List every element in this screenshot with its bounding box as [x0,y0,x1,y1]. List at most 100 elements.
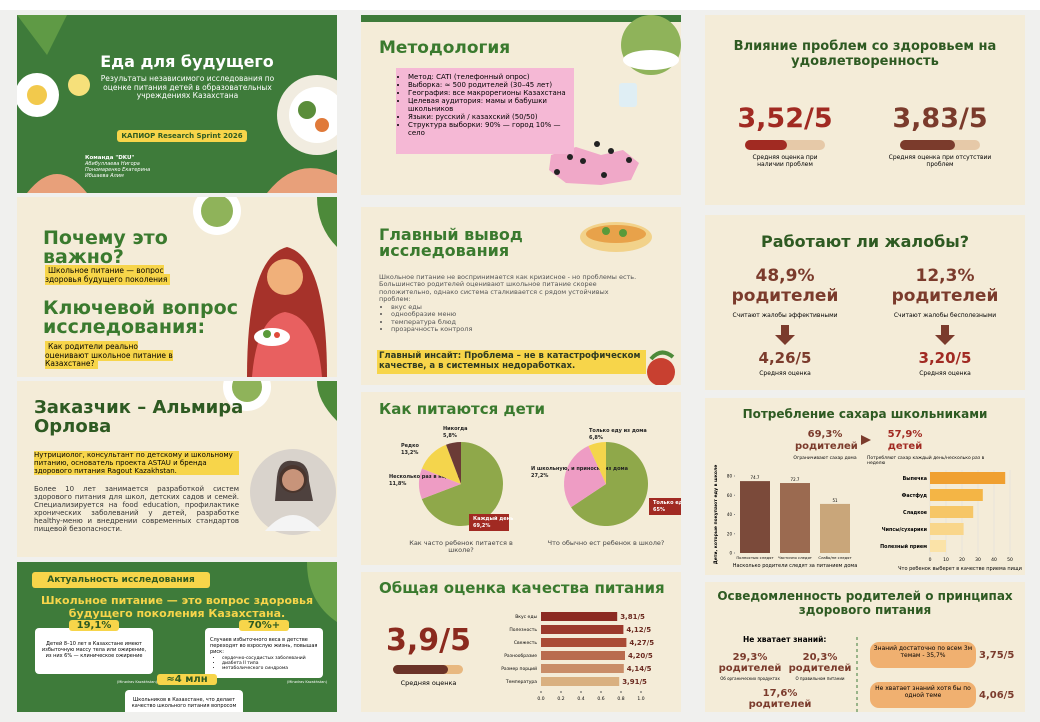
slice-label: Несколько раз в неделю [389,474,461,480]
bar-chart: Вкус еды 3,81/5 Полезность 4,12/5 Свежесть 4,… [393,612,654,702]
stat-list: сердечно-сосудистых заболеванийдиабета I… [210,656,306,672]
source: (Minzdrav Kazakhstan) [287,680,327,684]
list-item: диабета II типа [222,661,306,666]
stat-caption: Потребляют сахар каждый день/несколько р… [867,456,985,467]
bar [541,664,624,673]
slide-title: Еда для будущего Результаты независимого… [17,15,337,193]
slice-label: Никогда [443,426,468,432]
box-score: 4,06/5 [979,690,1015,701]
x-tick-label: 40 [991,557,997,563]
bar-label: Выпечка [903,476,927,482]
stat-value: 19,1% [69,620,119,631]
overall-caption: Средняя оценка [400,679,457,687]
item: Метод: CATI (телефонный опрос) [408,73,574,81]
bar-label: Полезный прием [880,543,927,550]
bar-value: 51 [832,498,838,503]
stat-who: родителей [788,663,852,674]
text: Школьное питание не воспринимается как к… [379,273,637,304]
arrow [861,435,871,445]
tick-label: 0.4 [577,696,584,702]
bar [930,506,974,518]
x-tick-label: 0 [929,557,932,563]
bar-label: Свежесть [514,640,537,646]
stat-caption: О правильном питании [795,676,845,681]
slice-value: 5,8% [443,433,457,439]
stat-text: Случаев избыточного веса в детстве перех… [210,637,318,655]
bar [541,612,618,621]
y-tick-label: 40 [727,512,733,517]
pie-slice [419,468,461,499]
slice-value: 27,2% [531,473,548,479]
bar-value: 4,14/5 [627,665,652,673]
tick-label: 0.2 [557,696,564,702]
decor [856,637,858,712]
stat-caption: Об органических продуктах [720,676,780,681]
text: Школьное питание — вопрос здоровья будущ… [45,265,190,285]
bar-value: 74.7 [751,475,760,480]
question: Как родители реально оценивают школьное … [45,341,180,370]
slide-awareness: Осведомленность родителей о принципах зд… [705,582,1025,712]
share: 48,9% [755,266,815,286]
slice-label: Редко [401,443,419,449]
pie-slice [564,445,606,508]
items: Метод: CATI (телефонный опрос)Выборка: ≈… [396,73,574,137]
member: Абибуллаева Нигора [85,161,140,167]
bar [930,540,946,552]
x-axis-label: Насколько родители следят за питанием до… [733,563,858,569]
stat-who: родителей [795,441,858,452]
title: Главный вывод исследования [379,225,523,260]
x-tick-label: 50 [1007,557,1013,563]
stat-value: 70%+ [239,620,289,631]
y-axis-label: Дети, которые покупают еду в школе [713,465,719,565]
stat-who: родителей [748,699,812,710]
bar-label: Размер порций [501,665,537,672]
stat-card: Случаев избыточного веса в детстве перех… [205,628,323,678]
subtitle: Результаты независимого исследования по … [100,74,275,101]
slice-label: Каждый день [473,515,513,522]
slide-complaints: Работают ли жалобы? 48,9% родителей Счит… [705,215,1025,390]
bar-value: 3,91/5 [622,678,647,686]
stat-card: Детей 8–10 лет в Казахстане имеют избыто… [35,628,153,674]
slide-client: Заказчик – Альмира Орлова Нутрициолог, к… [17,381,337,557]
x-tick-label: Слабо/не следят [818,555,852,560]
item: вкус еды [391,303,472,311]
bar [740,481,770,553]
question: Как часто ребенок питается в школе? [409,539,513,555]
bar-value: 4,12/5 [626,626,651,634]
items: вкус едыоднообразие менютемпература блюд… [379,303,472,334]
list-item: метаболического синдрома [222,666,306,671]
pie-slice [421,442,503,526]
source: (Minzdrav Kazakhstan) [117,680,157,684]
box: Метод: CATI (телефонный опрос)Выборка: ≈… [396,68,574,154]
bar-label: Чипсы/сухарики [882,527,927,533]
bar-label: Полезность [509,627,537,633]
item: Целевая аудитория: мамы и бабушки школьн… [408,97,574,113]
question-title: Ключевой вопрос исследования: [43,297,238,338]
slice-label: Только еду из дома [589,428,647,434]
insight: Главный инсайт: Проблема – не в катастро… [377,350,646,374]
bar-value: 4,20/5 [628,652,653,660]
decor [745,140,980,150]
bar [930,472,1006,484]
title: Осведомленность родителей о принципах зд… [717,589,1013,617]
tick-label: 0.6 [597,696,604,702]
bar [820,503,850,553]
decor [223,381,337,535]
slide-relevance: Актуальность исследования Школьное питан… [17,562,337,712]
who: родителей [731,286,839,306]
bar [930,489,983,501]
title: Работают ли жалобы? [760,232,969,251]
item: температура блюд [391,318,472,326]
slice-label: И школьную, и приносит из дома [531,466,628,472]
bar-value: 4,27/5 [629,639,654,647]
team: Команда "DKU" [85,155,135,161]
bar-label: Температура [505,679,537,685]
lack-title: Не хватает знаний: [743,635,827,644]
bar [541,638,627,647]
score-caption: Средняя оценка [759,370,811,377]
stat-card: Школьников в Казахстане, что делает каче… [125,690,243,712]
caption: Считают жалобы эффективными [732,312,838,319]
share: 12,3% [915,266,975,286]
